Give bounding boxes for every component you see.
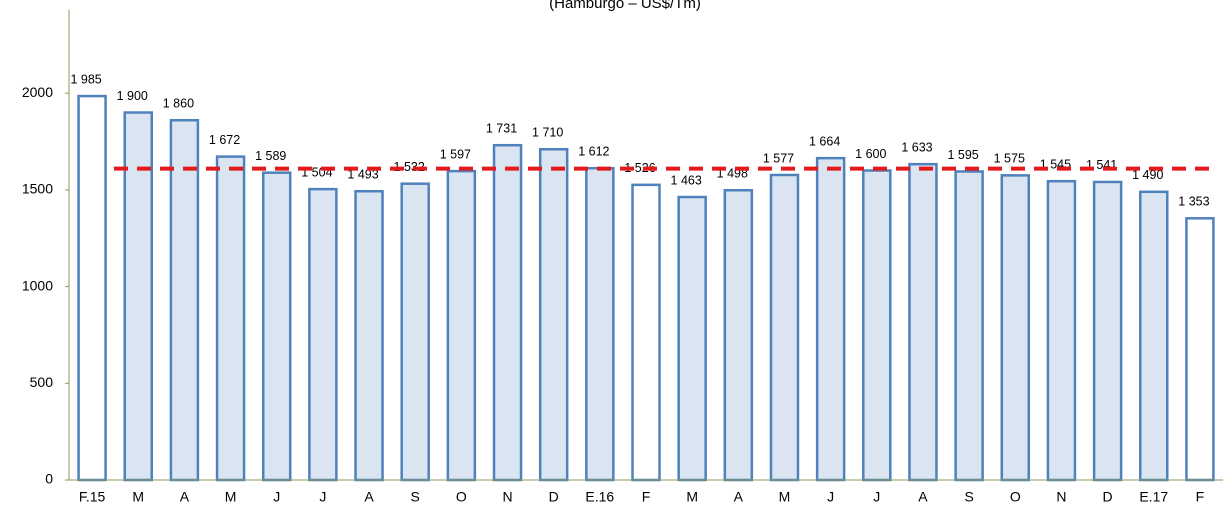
x-tick-label: S — [964, 489, 973, 505]
x-tick-label: N — [502, 489, 512, 505]
bar — [492, 143, 523, 482]
x-tick-label: F — [1196, 489, 1205, 505]
value-label: 1 493 — [347, 168, 378, 182]
x-tick-label: S — [411, 489, 420, 505]
bar — [446, 169, 477, 482]
x-tick-label: M — [686, 489, 698, 505]
value-label: 1 490 — [1132, 168, 1163, 182]
x-tick-label: E.17 — [1139, 489, 1168, 505]
bar — [723, 189, 754, 482]
bar — [954, 170, 984, 482]
bar — [862, 169, 892, 482]
x-tick-label: O — [1010, 489, 1021, 505]
value-label: 1 985 — [70, 72, 101, 86]
value-label: 1 577 — [763, 151, 794, 165]
bar — [1139, 190, 1169, 482]
bar — [1185, 217, 1215, 482]
chart-subtitle: (Hamburgo – US$/Tm) — [549, 0, 701, 12]
x-tick-label: E.16 — [585, 489, 614, 505]
bar — [169, 118, 200, 482]
bar — [123, 111, 153, 482]
bar — [308, 187, 338, 482]
x-tick-label: F.15 — [79, 489, 106, 505]
x-tick-label: D — [549, 489, 559, 505]
value-label: 1 575 — [994, 152, 1025, 166]
value-label: 1 900 — [117, 89, 148, 103]
y-tick-label: 2000 — [22, 84, 53, 100]
x-tick-label: A — [918, 489, 928, 505]
bar — [77, 94, 107, 482]
value-label: 1 600 — [855, 147, 886, 161]
x-tick-label: J — [319, 489, 326, 505]
bar — [815, 156, 846, 482]
bar — [1092, 180, 1123, 482]
bar — [261, 171, 292, 482]
bar — [1046, 179, 1077, 482]
value-label: 1 612 — [578, 145, 609, 159]
bar — [215, 155, 246, 482]
x-tick-label: J — [273, 489, 280, 505]
x-tick-label: M — [132, 489, 144, 505]
value-label: 1 731 — [486, 121, 517, 135]
bar — [769, 173, 800, 482]
bar — [354, 189, 384, 482]
y-tick-label: 1000 — [22, 277, 53, 293]
bar — [631, 183, 661, 482]
value-label: 1 526 — [624, 161, 655, 175]
x-tick-label: M — [225, 489, 237, 505]
x-tick-label: F — [642, 489, 651, 505]
bar — [400, 182, 430, 482]
bar — [585, 166, 615, 482]
bar — [538, 148, 569, 482]
x-tick-label: J — [873, 489, 880, 505]
x-tick-label: A — [364, 489, 374, 505]
x-tick-label: A — [180, 489, 190, 505]
y-tick-label: 1500 — [22, 181, 53, 197]
value-label: 1 672 — [209, 133, 240, 147]
value-label: 1 589 — [255, 149, 286, 163]
x-tick-label: N — [1056, 489, 1066, 505]
x-tick-label: A — [734, 489, 744, 505]
value-label: 1 664 — [809, 134, 840, 148]
bar — [677, 195, 707, 482]
value-label: 1 353 — [1178, 195, 1209, 209]
value-label: 1 597 — [440, 147, 471, 161]
value-label: 1 710 — [532, 126, 563, 140]
y-tick-label: 500 — [30, 374, 54, 390]
x-tick-label: M — [779, 489, 791, 505]
value-label: 1 463 — [671, 173, 702, 187]
value-label: 1 860 — [163, 97, 194, 111]
y-tick-label: 0 — [45, 471, 53, 487]
bar — [908, 162, 938, 482]
bar — [1000, 174, 1031, 482]
x-tick-label: D — [1103, 489, 1113, 505]
value-label: 1 595 — [947, 148, 978, 162]
value-label: 1 633 — [901, 140, 932, 154]
x-tick-label: J — [827, 489, 834, 505]
x-tick-label: O — [456, 489, 467, 505]
